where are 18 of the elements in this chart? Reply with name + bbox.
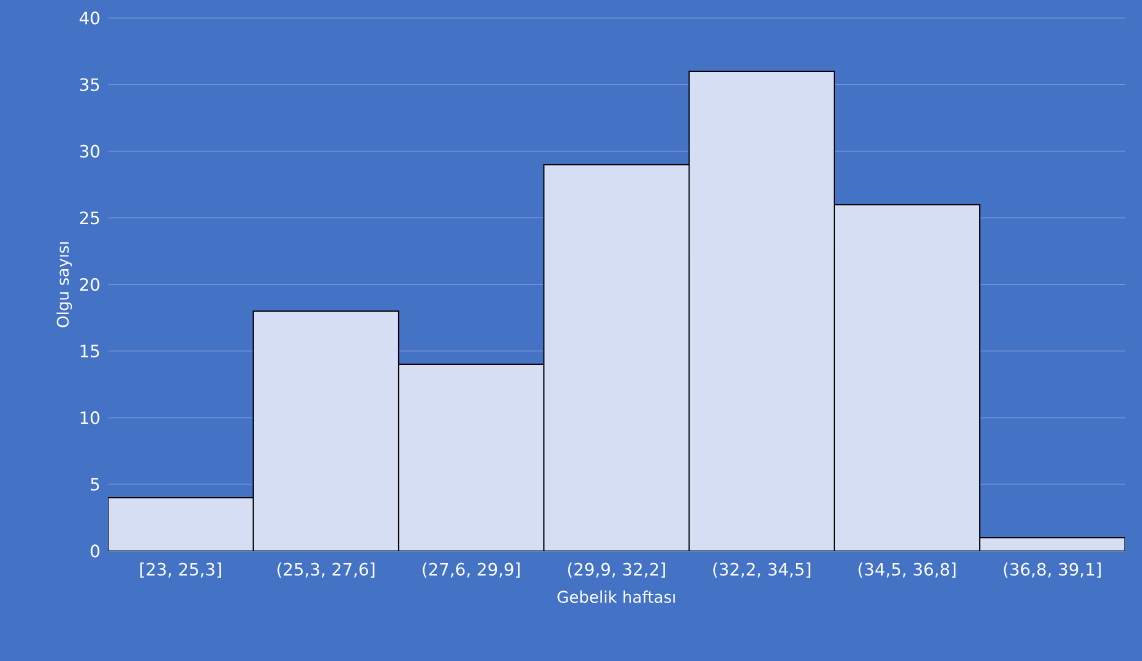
x-tick-label: (34,5, 36,8] <box>858 562 956 578</box>
y-tick-label: 30 <box>80 144 100 158</box>
y-tick-label: 40 <box>79 11 100 25</box>
x-tick-label: (36,8, 39,1] <box>1003 562 1101 578</box>
x-tick-label: (32,2, 34,5] <box>713 562 811 578</box>
x-tick-label: [23, 25,3] <box>140 562 221 578</box>
y-tick-label: 35 <box>80 78 99 92</box>
x-tick-label: (25,3, 27,6] <box>277 562 375 578</box>
y-tick-label: 20 <box>80 278 100 291</box>
y-axis-title: Olgu sayısı <box>56 242 72 328</box>
y-tick-label: 0 <box>90 544 100 558</box>
x-tick-label: (27,6, 29,9] <box>422 562 520 578</box>
x-tick-label: (29,9, 32,2] <box>568 562 665 578</box>
y-tick-label: 5 <box>90 478 99 491</box>
x-axis-title: Gebelik haftası <box>557 590 675 603</box>
y-tick-label: 15 <box>80 344 99 358</box>
y-tick-label: 10 <box>80 411 100 425</box>
y-tick-label: 25 <box>80 211 99 225</box>
